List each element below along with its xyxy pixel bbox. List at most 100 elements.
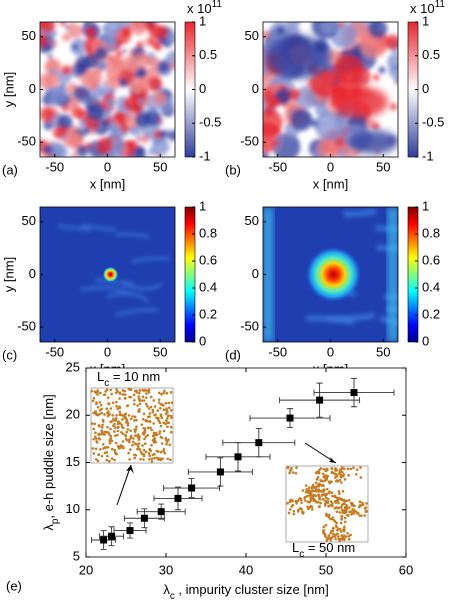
inset-dot <box>150 428 153 432</box>
colorbar-multiplier-base: x 10 <box>187 1 212 16</box>
inset-dot <box>157 450 160 453</box>
inset-label-sub: c <box>104 378 109 389</box>
inset-dot <box>114 441 118 445</box>
inset-dot <box>306 500 309 503</box>
inset-dot <box>103 430 107 434</box>
inset-dot <box>319 501 322 505</box>
map-ridge <box>326 312 375 322</box>
arrow-head <box>126 465 134 474</box>
inset-dot <box>134 428 138 431</box>
inset-dot <box>340 481 343 484</box>
point <box>350 389 358 397</box>
x-tick-label: 60 <box>399 562 413 577</box>
inset-dot <box>337 490 341 493</box>
map-blob <box>52 30 58 36</box>
y-tick-label: 50 <box>22 213 36 228</box>
map-blob <box>263 105 275 117</box>
inset-dot <box>158 432 161 435</box>
y-axis-label: y [nm] <box>1 72 16 107</box>
map-peak <box>102 266 119 283</box>
map-blob <box>103 81 108 86</box>
colorbar-multiplier-exponent: 11 <box>212 0 223 10</box>
inset-dot <box>118 405 121 409</box>
inset-dot <box>153 456 156 460</box>
map-blob <box>338 22 345 28</box>
map-blob <box>94 67 103 76</box>
inset-dot <box>110 439 114 443</box>
map-blob <box>71 134 84 147</box>
map-blob <box>129 22 148 36</box>
inset-dot <box>310 487 314 490</box>
inset-dot <box>163 389 166 393</box>
colorbar-tick-label: 1 <box>199 198 206 213</box>
inset-dot <box>310 505 314 509</box>
inset-dot <box>329 500 333 503</box>
inset-dot <box>129 448 132 451</box>
map-blob <box>288 88 301 100</box>
map-blob <box>151 40 161 50</box>
inset-dot <box>342 528 345 531</box>
inset-dot <box>96 459 100 463</box>
y-axis-label: y [nm] <box>1 257 16 292</box>
inset-dot <box>148 420 152 423</box>
map-blob <box>84 22 89 25</box>
inset-dot <box>325 496 328 500</box>
inset-dot <box>142 448 146 452</box>
inset-dot <box>139 457 142 461</box>
inset-dot <box>157 401 161 404</box>
inset-dot <box>338 471 342 474</box>
inset-dot <box>157 398 161 401</box>
inset-dot <box>159 406 162 410</box>
inset-dot <box>109 427 112 431</box>
x-tick-label: 50 <box>376 159 390 174</box>
inset-dot <box>323 533 327 536</box>
map-blob <box>322 22 339 34</box>
map-blob <box>385 34 398 50</box>
map-blob <box>166 129 172 135</box>
inset-dot <box>325 492 329 496</box>
inset-dot <box>121 432 125 436</box>
inset-dot <box>315 477 319 481</box>
inset-dot <box>149 426 152 429</box>
inset-dot <box>353 504 356 508</box>
map-blob <box>393 76 398 84</box>
inset-dot <box>153 413 156 417</box>
inset-dot <box>343 516 347 520</box>
inset-dot <box>113 430 116 433</box>
inset-dot <box>101 423 104 427</box>
inset-dot <box>141 444 144 447</box>
map-blob <box>88 83 97 92</box>
inset-dot <box>355 468 359 471</box>
inset-dot <box>98 401 102 404</box>
inset-dot <box>330 471 334 474</box>
inset-dot <box>342 473 345 476</box>
inset-dot <box>348 506 351 509</box>
x-axis-label-base: λ <box>163 582 170 597</box>
map-blob <box>96 137 114 154</box>
map-texture <box>57 223 170 317</box>
y-tick-label: 50 <box>22 28 36 43</box>
inset-label-sub: c <box>299 549 304 560</box>
inset-dot <box>143 437 146 441</box>
inset-dot <box>111 414 115 417</box>
inset-dot <box>127 451 130 455</box>
inset-dot <box>327 514 330 517</box>
error-bar <box>91 530 117 550</box>
inset-dot <box>343 478 347 481</box>
y-tick-label: 0 <box>252 81 259 96</box>
map-blob <box>136 136 141 141</box>
inset-dot <box>99 432 103 436</box>
inset-dot <box>120 431 123 434</box>
map-blob <box>168 61 175 70</box>
inset-dot <box>103 413 106 416</box>
inset-dot <box>337 501 340 505</box>
inset-dot <box>327 534 331 537</box>
colorbar-multiplier-exponent: 11 <box>435 0 446 10</box>
map-blob <box>118 78 128 88</box>
x-tick-label: 30 <box>159 562 173 577</box>
inset-dot <box>126 424 130 427</box>
inset-dot <box>91 447 95 450</box>
x-tick-label: -50 <box>45 344 64 359</box>
inset-dot <box>359 476 363 479</box>
inset-dot <box>116 445 120 448</box>
